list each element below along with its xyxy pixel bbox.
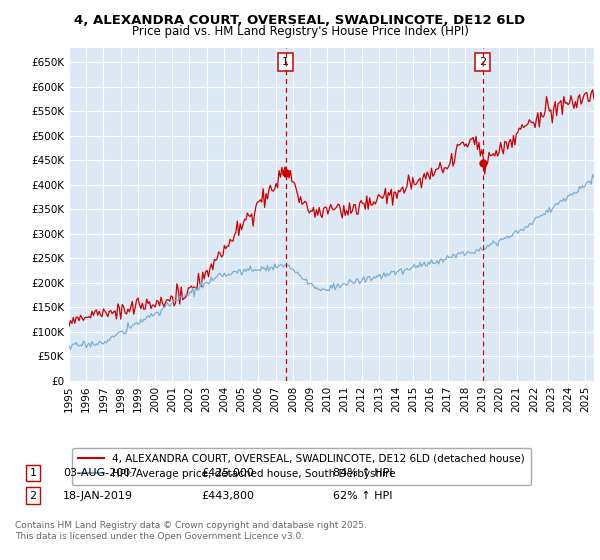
Text: This data is licensed under the Open Government Licence v3.0.: This data is licensed under the Open Gov… xyxy=(15,532,304,541)
Text: 1: 1 xyxy=(282,57,289,67)
Text: 1: 1 xyxy=(29,468,37,478)
Text: £443,800: £443,800 xyxy=(201,491,254,501)
Legend: 4, ALEXANDRA COURT, OVERSEAL, SWADLINCOTE, DE12 6LD (detached house), HPI: Avera: 4, ALEXANDRA COURT, OVERSEAL, SWADLINCOT… xyxy=(71,447,531,486)
Text: 03-AUG-2007: 03-AUG-2007 xyxy=(63,468,137,478)
Text: Contains HM Land Registry data © Crown copyright and database right 2025.: Contains HM Land Registry data © Crown c… xyxy=(15,521,367,530)
Text: 2: 2 xyxy=(479,57,487,67)
Text: 4, ALEXANDRA COURT, OVERSEAL, SWADLINCOTE, DE12 6LD: 4, ALEXANDRA COURT, OVERSEAL, SWADLINCOT… xyxy=(74,14,526,27)
Text: 18-JAN-2019: 18-JAN-2019 xyxy=(63,491,133,501)
Text: 2: 2 xyxy=(29,491,37,501)
Text: £425,000: £425,000 xyxy=(201,468,254,478)
Text: 62% ↑ HPI: 62% ↑ HPI xyxy=(333,491,392,501)
Text: 84% ↑ HPI: 84% ↑ HPI xyxy=(333,468,392,478)
Text: Price paid vs. HM Land Registry's House Price Index (HPI): Price paid vs. HM Land Registry's House … xyxy=(131,25,469,38)
